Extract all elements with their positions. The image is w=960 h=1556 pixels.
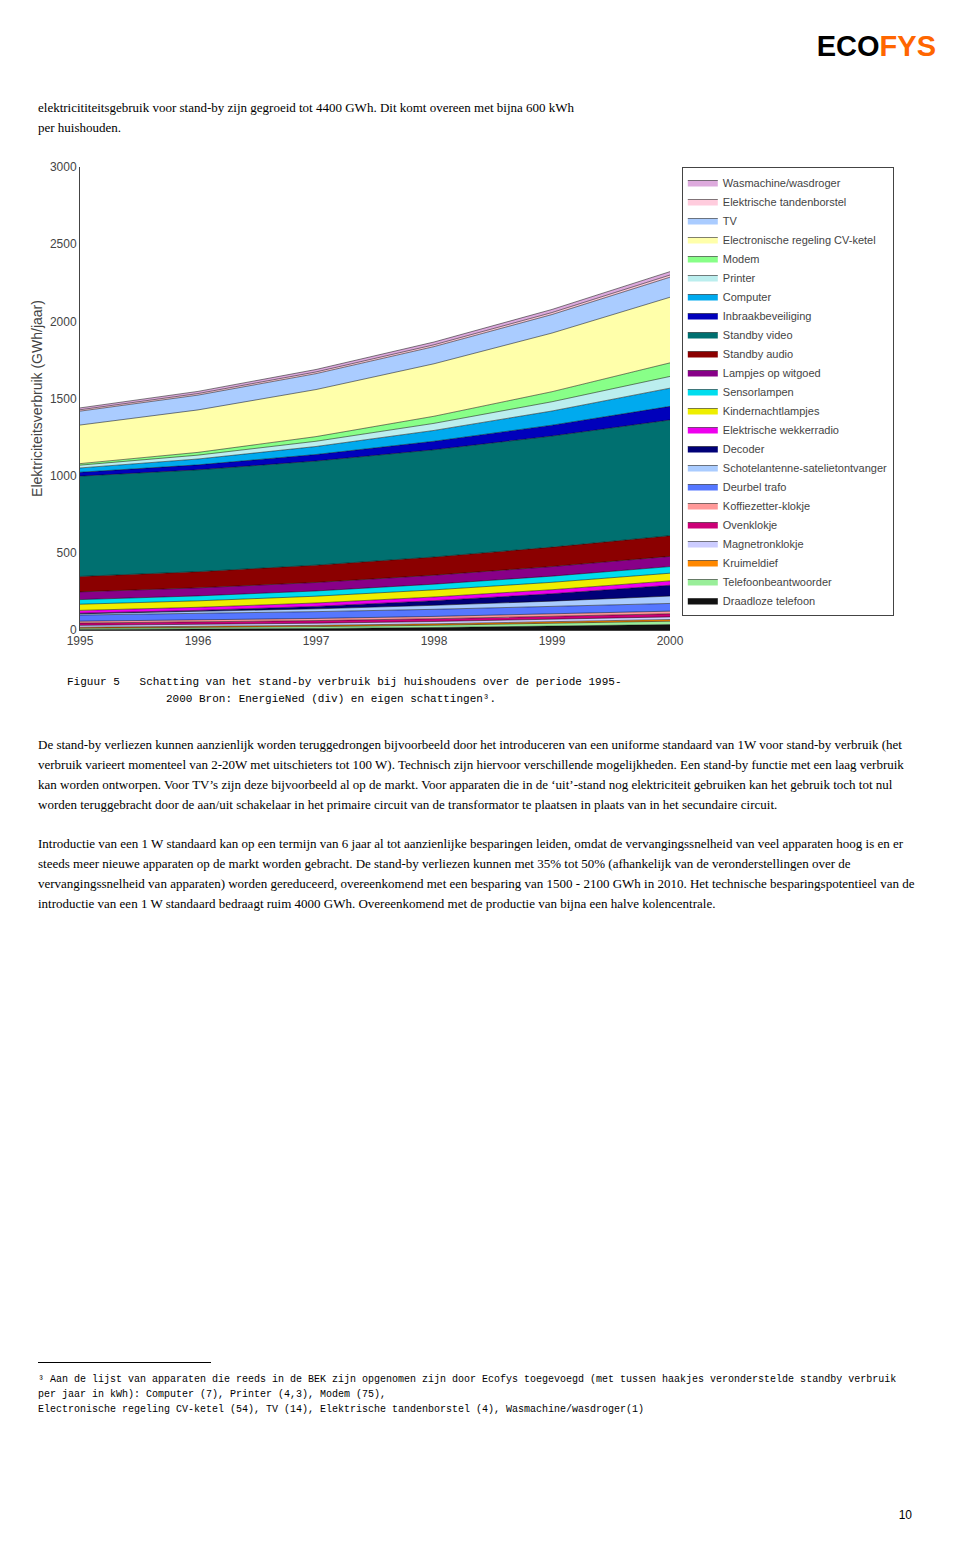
svg-text:Kruimeldief: Kruimeldief (723, 557, 779, 569)
svg-text:Ovenklokje: Ovenklokje (723, 519, 777, 531)
svg-text:2000: 2000 (50, 315, 77, 329)
html-text:De stand-by verliezen kunnen a: De stand-by verliezen kunnen aanzienlijk… (38, 737, 904, 813)
svg-text:Schotelantenne-satelietontvang: Schotelantenne-satelietontvanger (723, 462, 887, 474)
svg-text:Inbraakbeveiliging: Inbraakbeveiliging (723, 310, 812, 322)
svg-text:1995: 1995 (67, 634, 94, 648)
html-text:Introductie van een 1 W standa: Introductie van een 1 W standaard kan op… (38, 835, 915, 911)
svg-text:Draadloze telefoon: Draadloze telefoon (723, 595, 815, 607)
html-text:per huishouden.: per huishouden. (38, 120, 121, 135)
svg-text:Electronische regeling CV-kete: Electronische regeling CV-ketel (723, 234, 876, 246)
svg-text:Standby audio: Standby audio (723, 348, 793, 360)
svg-text:Koffiezetter-klokje: Koffiezetter-klokje (723, 500, 810, 512)
svg-text:Kindernachtlampjes: Kindernachtlampjes (723, 405, 820, 417)
svg-text:Decoder: Decoder (723, 443, 765, 455)
svg-text:Lampjes op witgoed: Lampjes op witgoed (723, 367, 821, 379)
svg-text:500: 500 (57, 546, 77, 560)
svg-text:Elektrische tandenborstel: Elektrische tandenborstel (723, 196, 847, 208)
svg-text:Standby video: Standby video (723, 329, 793, 341)
html-text:³ Aan de lijst van apparaten d: ³ Aan de lijst van apparaten die reeds i… (38, 1374, 897, 1400)
svg-text:Elektriciteitsverbruik (GWh/ja: Elektriciteitsverbruik (GWh/jaar) (29, 300, 45, 497)
svg-text:Telefoonbeantwoorder: Telefoonbeantwoorder (723, 576, 832, 588)
html-text:Electronische regeling CV-kete: Electronische regeling CV-ketel (54), TV… (38, 1404, 645, 1415)
html-text:Figuur 5 Schatting van het sta: Figuur 5 Schatting van het stand-by verb… (67, 676, 622, 688)
svg-text:1500: 1500 (50, 392, 77, 406)
svg-text:3000: 3000 (50, 160, 77, 174)
svg-text:TV: TV (723, 215, 738, 227)
html-text:2000 Bron: EnergieNed (div) en: 2000 Bron: EnergieNed (div) en eigen sch… (67, 693, 497, 705)
svg-text:Elektrische wekkerradio: Elektrische wekkerradio (723, 424, 839, 436)
svg-text:Computer: Computer (723, 291, 772, 303)
svg-text:2000: 2000 (657, 634, 684, 648)
svg-text:1999: 1999 (539, 634, 566, 648)
svg-text:Wasmachine/wasdroger: Wasmachine/wasdroger (723, 177, 841, 189)
svg-text:1996: 1996 (185, 634, 212, 648)
svg-text:2500: 2500 (50, 237, 77, 251)
svg-text:Deurbel trafo: Deurbel trafo (723, 481, 787, 493)
svg-text:1000: 1000 (50, 469, 77, 483)
svg-text:0: 0 (70, 623, 77, 637)
svg-text:Printer: Printer (723, 272, 756, 284)
html-text:ECO FYS: ECO FYS (816, 30, 936, 62)
html-text:elektricititeitsgebruik voor s: elektricititeitsgebruik voor stand-by zi… (38, 100, 575, 115)
html-text:10: 10 (898, 1508, 912, 1522)
svg-text:1997: 1997 (303, 634, 330, 648)
svg-text:1998: 1998 (421, 634, 448, 648)
svg-text:Magnetronklokje: Magnetronklokje (723, 538, 804, 550)
svg-text:Modem: Modem (723, 253, 760, 265)
svg-text:Sensorlampen: Sensorlampen (723, 386, 794, 398)
